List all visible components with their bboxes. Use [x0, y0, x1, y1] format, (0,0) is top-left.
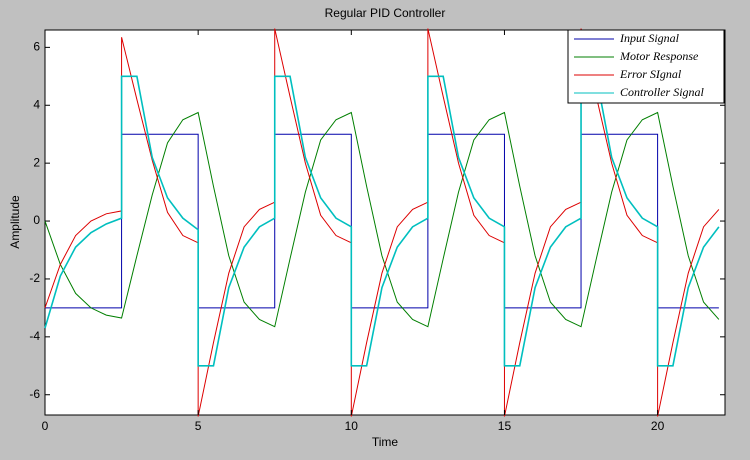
y-tick-label: 4 — [33, 97, 40, 111]
y-tick-label: 0 — [33, 213, 40, 227]
x-tick-label: 0 — [42, 419, 49, 433]
legend-box — [567, 29, 725, 104]
chart-title: Regular PID Controller — [325, 6, 446, 20]
y-tick-label: 6 — [33, 40, 40, 54]
legend-label: Input Signal — [619, 31, 680, 45]
y-axis-label: Amplitude — [8, 195, 22, 249]
legend-label: Error SIgnal — [619, 67, 682, 81]
x-tick-label: 20 — [651, 419, 665, 433]
x-tick-label: 15 — [498, 419, 512, 433]
y-tick-label: -6 — [29, 387, 40, 401]
legend-label: Controller Signal — [620, 85, 705, 99]
x-axis-label: Time — [372, 435, 399, 449]
y-tick-label: -2 — [29, 271, 40, 285]
x-tick-label: 10 — [345, 419, 359, 433]
legend-label: Motor Response — [619, 49, 699, 63]
y-tick-label: -4 — [29, 329, 40, 343]
y-tick-label: 2 — [33, 155, 40, 169]
x-tick-label: 5 — [195, 419, 202, 433]
series-line — [44, 28, 720, 417]
series-line — [45, 133, 719, 309]
